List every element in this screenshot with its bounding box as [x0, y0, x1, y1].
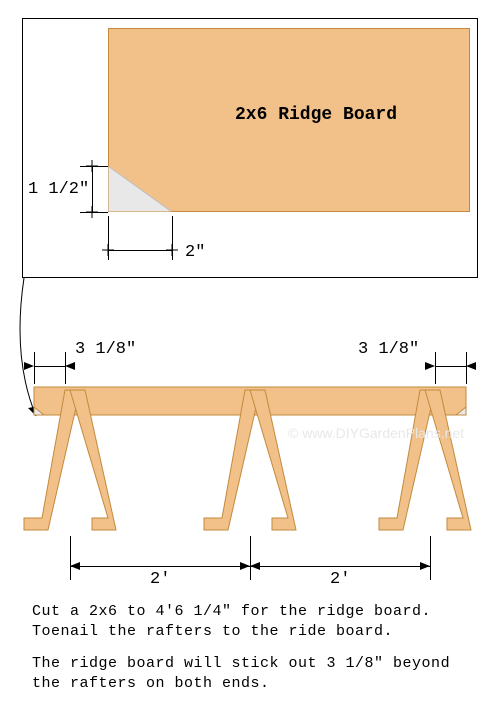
dim-span-right: 2' [330, 570, 350, 589]
dim-tick [86, 206, 98, 218]
dim-overhang-left: 3 1/8" [75, 340, 136, 359]
arrow-icon [420, 562, 430, 570]
caption-2: The ridge board will stick out 3 1/8" be… [32, 654, 472, 693]
assembly-drawing [20, 380, 480, 550]
dim-notch-width: 2" [185, 243, 205, 262]
arrow-icon [65, 362, 75, 370]
dim-hline [108, 250, 172, 251]
arrow-icon [466, 362, 476, 370]
ext-line [70, 536, 71, 580]
dim-overhang-right: 3 1/8" [358, 340, 419, 359]
dim-tick [86, 160, 98, 172]
dim-hline [70, 566, 250, 567]
dim-hline [250, 566, 430, 567]
caption-1: Cut a 2x6 to 4'6 1/4" for the ridge boar… [32, 602, 472, 641]
ridge-board-label: 2x6 Ridge Board [235, 105, 397, 125]
dim-hline [34, 366, 65, 367]
dim-tick [102, 244, 114, 256]
dim-notch-height: 1 1/2" [28, 180, 89, 199]
arrow-icon [240, 562, 250, 570]
arrow-icon [425, 362, 435, 370]
dim-hline [435, 366, 466, 367]
dim-tick [166, 244, 178, 256]
ext-line [430, 536, 431, 580]
watermark-text: © www.DIYGardenPlans.net [288, 425, 464, 441]
ext-line [250, 536, 251, 580]
notch-triangle [108, 166, 172, 212]
dim-span-left: 2' [150, 570, 170, 589]
arrow-icon [24, 362, 34, 370]
arrow-icon [70, 562, 80, 570]
arrow-icon [250, 562, 260, 570]
